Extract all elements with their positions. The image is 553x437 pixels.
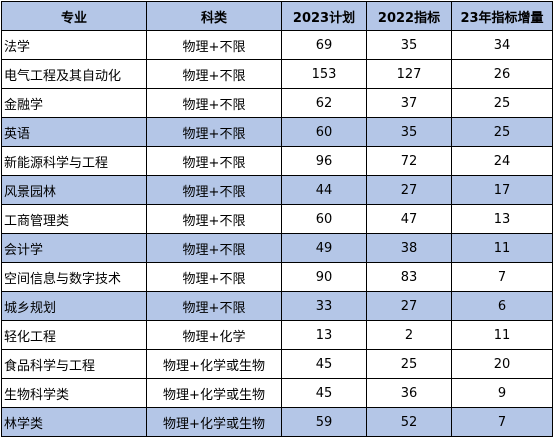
cell-2023-plan: 45 xyxy=(281,378,367,408)
table-row: 城乡规划 物理+不限 33 27 6 xyxy=(1,291,553,321)
table-row: 英语 物理+不限 60 35 25 xyxy=(1,117,553,147)
cell-subject-category: 物理+化学或生物 xyxy=(146,378,282,408)
cell-major: 城乡规划 xyxy=(1,291,147,321)
header-major: 专业 xyxy=(1,1,147,31)
cell-2022-quota: 72 xyxy=(366,146,452,176)
cell-subject-category: 物理+不限 xyxy=(146,146,282,176)
cell-2022-quota: 52 xyxy=(366,407,452,437)
cell-major: 空间信息与数字技术 xyxy=(1,262,147,292)
cell-2023-plan: 59 xyxy=(281,407,367,437)
cell-quota-increase: 26 xyxy=(451,59,553,89)
cell-subject-category: 物理+不限 xyxy=(146,233,282,263)
table-row: 会计学 物理+不限 49 38 11 xyxy=(1,233,553,263)
cell-2022-quota: 25 xyxy=(366,349,452,379)
table-row: 金融学 物理+不限 62 37 25 xyxy=(1,88,553,118)
cell-subject-category: 物理+不限 xyxy=(146,204,282,234)
cell-quota-increase: 24 xyxy=(451,146,553,176)
cell-2023-plan: 69 xyxy=(281,30,367,60)
header-row: 专业 科类 2023计划 2022指标 23年指标增量 xyxy=(1,1,553,31)
cell-quota-increase: 6 xyxy=(451,291,553,321)
table-row: 新能源科学与工程 物理+不限 96 72 24 xyxy=(1,146,553,176)
cell-major: 工商管理类 xyxy=(1,204,147,234)
cell-2022-quota: 35 xyxy=(366,117,452,147)
cell-major: 林学类 xyxy=(1,407,147,437)
cell-major: 金融学 xyxy=(1,88,147,118)
table-row: 林学类 物理+化学或生物 59 52 7 xyxy=(1,407,553,437)
table-row: 空间信息与数字技术 物理+不限 90 83 7 xyxy=(1,262,553,292)
cell-quota-increase: 20 xyxy=(451,349,553,379)
cell-quota-increase: 25 xyxy=(451,117,553,147)
cell-subject-category: 物理+不限 xyxy=(146,262,282,292)
cell-major: 轻化工程 xyxy=(1,320,147,350)
header-2023-plan: 2023计划 xyxy=(281,1,367,31)
cell-quota-increase: 11 xyxy=(451,233,553,263)
table-row: 工商管理类 物理+不限 60 47 13 xyxy=(1,204,553,234)
cell-2023-plan: 60 xyxy=(281,117,367,147)
cell-subject-category: 物理+不限 xyxy=(146,59,282,89)
cell-2023-plan: 153 xyxy=(281,59,367,89)
table-row: 法学 物理+不限 69 35 34 xyxy=(1,30,553,60)
table-row: 食品科学与工程 物理+化学或生物 45 25 20 xyxy=(1,349,553,379)
cell-2023-plan: 62 xyxy=(281,88,367,118)
cell-2022-quota: 27 xyxy=(366,291,452,321)
cell-subject-category: 物理+不限 xyxy=(146,117,282,147)
cell-2022-quota: 127 xyxy=(366,59,452,89)
cell-quota-increase: 7 xyxy=(451,407,553,437)
cell-2023-plan: 45 xyxy=(281,349,367,379)
cell-quota-increase: 34 xyxy=(451,30,553,60)
cell-2023-plan: 60 xyxy=(281,204,367,234)
cell-2023-plan: 33 xyxy=(281,291,367,321)
cell-2022-quota: 37 xyxy=(366,88,452,118)
header-subject-category: 科类 xyxy=(146,1,282,31)
cell-2023-plan: 49 xyxy=(281,233,367,263)
cell-subject-category: 物理+不限 xyxy=(146,291,282,321)
cell-major: 新能源科学与工程 xyxy=(1,146,147,176)
cell-2022-quota: 27 xyxy=(366,175,452,205)
table-row: 电气工程及其自动化 物理+不限 153 127 26 xyxy=(1,59,553,89)
cell-quota-increase: 11 xyxy=(451,320,553,350)
cell-subject-category: 物理+化学或生物 xyxy=(146,349,282,379)
cell-subject-category: 物理+不限 xyxy=(146,175,282,205)
cell-2022-quota: 47 xyxy=(366,204,452,234)
cell-2023-plan: 44 xyxy=(281,175,367,205)
cell-subject-category: 物理+化学或生物 xyxy=(146,407,282,437)
table-row: 生物科学类 物理+化学或生物 45 36 9 xyxy=(1,378,553,408)
cell-2022-quota: 83 xyxy=(366,262,452,292)
cell-subject-category: 物理+不限 xyxy=(146,30,282,60)
header-quota-increase: 23年指标增量 xyxy=(451,1,553,31)
cell-2022-quota: 36 xyxy=(366,378,452,408)
cell-major: 电气工程及其自动化 xyxy=(1,59,147,89)
cell-major: 英语 xyxy=(1,117,147,147)
cell-2023-plan: 96 xyxy=(281,146,367,176)
table-row: 轻化工程 物理+化学 13 2 11 xyxy=(1,320,553,350)
cell-major: 食品科学与工程 xyxy=(1,349,147,379)
cell-quota-increase: 13 xyxy=(451,204,553,234)
cell-major: 风景园林 xyxy=(1,175,147,205)
cell-2022-quota: 2 xyxy=(366,320,452,350)
table-row: 风景园林 物理+不限 44 27 17 xyxy=(1,175,553,205)
cell-major: 生物科学类 xyxy=(1,378,147,408)
cell-quota-increase: 25 xyxy=(451,88,553,118)
header-2022-quota: 2022指标 xyxy=(366,1,452,31)
cell-quota-increase: 9 xyxy=(451,378,553,408)
cell-subject-category: 物理+不限 xyxy=(146,88,282,118)
cell-major: 法学 xyxy=(1,30,147,60)
cell-quota-increase: 7 xyxy=(451,262,553,292)
cell-subject-category: 物理+化学 xyxy=(146,320,282,350)
cell-2022-quota: 38 xyxy=(366,233,452,263)
cell-quota-increase: 17 xyxy=(451,175,553,205)
cell-2023-plan: 13 xyxy=(281,320,367,350)
cell-2022-quota: 35 xyxy=(366,30,452,60)
cell-major: 会计学 xyxy=(1,233,147,263)
cell-2023-plan: 90 xyxy=(281,262,367,292)
